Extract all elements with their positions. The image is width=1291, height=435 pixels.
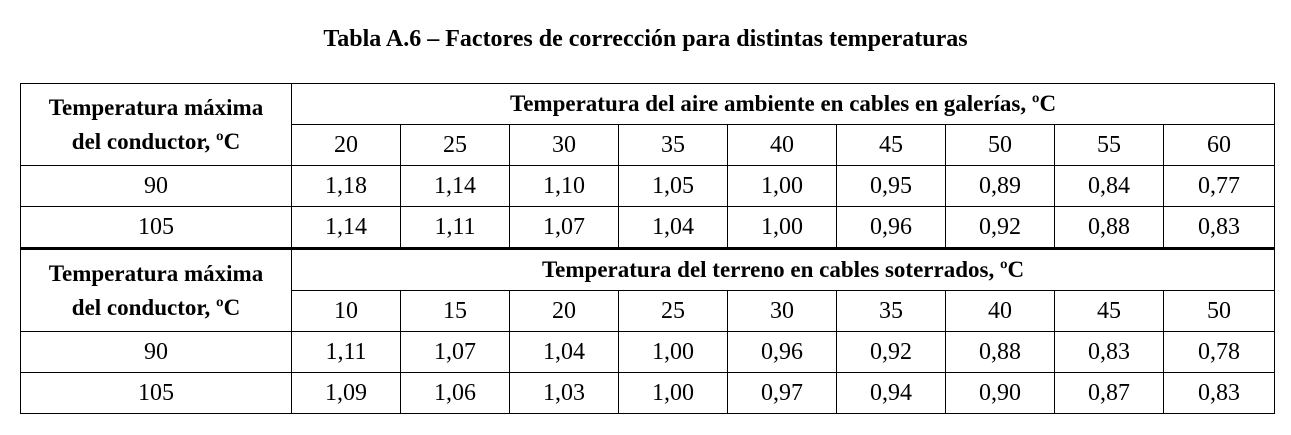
conductor-temp-cell: 90 [20,165,292,207]
temperature-header-cell: 35 [618,124,728,166]
factor-cell: 1,14 [400,165,510,207]
factor-cell: 0,83 [1162,372,1276,414]
factor-cell: 1,04 [509,331,619,373]
factor-cell: 0,83 [1054,331,1164,373]
conductor-temp-header-line2: del conductor, ºC [71,294,241,320]
temperature-header-cell: 30 [509,124,619,166]
temperature-header-cell: 45 [836,124,946,166]
air-temperature-group-header: Temperatura del aire ambiente en cables … [290,83,1276,125]
factor-cell: 0,88 [1054,206,1164,249]
factor-cell: 0,97 [727,372,837,414]
factor-cell: 1,05 [618,165,728,207]
conductor-temp-header-line1: Temperatura máxima [48,94,264,120]
temperature-header-cell: 55 [1054,124,1164,166]
temperature-header-cell: 20 [291,124,401,166]
factor-cell: 1,00 [618,331,728,373]
factor-cell: 1,04 [618,206,728,249]
factor-cell: 1,00 [727,206,837,249]
temperature-header-cell: 25 [618,290,728,332]
table-row: 105 1,09 1,06 1,03 1,00 0,97 0,94 0,90 0… [20,372,1276,414]
table-title: Tabla A.6 – Factores de corrección para … [323,26,968,52]
temperature-header-cell: 50 [945,124,1055,166]
factor-cell: 1,09 [291,372,401,414]
factor-cell: 1,14 [291,206,401,249]
conductor-temp-cell: 105 [20,372,292,414]
factor-cell: 1,07 [400,331,510,373]
section-buried-cables: Temperatura máxima del conductor, ºC Tem… [20,247,1276,414]
factor-cell: 1,03 [509,372,619,414]
group-header-row: Temperatura máxima del conductor, ºC Tem… [20,247,1276,332]
temperature-header-cell: 15 [400,290,510,332]
group-header-row: Temperatura máxima del conductor, ºC Tem… [20,83,1276,166]
temperature-header-cell: 10 [291,290,401,332]
factor-cell: 1,06 [400,372,510,414]
temperature-header-cell: 50 [1162,290,1276,332]
factor-cell: 0,92 [836,331,946,373]
table-row: 90 1,11 1,07 1,04 1,00 0,96 0,92 0,88 0,… [20,331,1276,373]
ground-temperature-group-header: Temperatura del terreno en cables soterr… [290,247,1276,291]
factor-cell: 1,11 [400,206,510,249]
temperature-header-row: 10 15 20 25 30 35 40 45 50 [21,290,1276,332]
factor-cell: 0,88 [945,331,1055,373]
correction-factors-table: Temperatura máxima del conductor, ºC Tem… [20,83,1276,414]
temperature-header-cell: 40 [727,124,837,166]
factor-cell: 0,89 [945,165,1055,207]
factor-cell: 1,18 [291,165,401,207]
table-row: 90 1,18 1,14 1,10 1,05 1,00 0,95 0,89 0,… [20,165,1276,207]
temperature-header-cell: 40 [945,290,1055,332]
factor-cell: 0,84 [1054,165,1164,207]
conductor-temp-cell: 90 [20,331,292,373]
factor-cell: 0,95 [836,165,946,207]
factor-cell: 0,78 [1162,331,1276,373]
conductor-temp-header: Temperatura máxima del conductor, ºC [20,83,292,166]
conductor-temp-header: Temperatura máxima del conductor, ºC [20,247,292,332]
factor-cell: 1,00 [727,165,837,207]
factor-cell: 1,00 [618,372,728,414]
section-air-galleries: Temperatura máxima del conductor, ºC Tem… [20,83,1276,249]
conductor-temp-cell: 105 [20,206,292,249]
factor-cell: 0,96 [727,331,837,373]
factor-cell: 0,83 [1162,206,1276,249]
temperature-header-cell: 60 [1162,124,1276,166]
factor-cell: 1,11 [291,331,401,373]
temperature-header-cell: 45 [1054,290,1164,332]
factor-cell: 0,94 [836,372,946,414]
table-row: 105 1,14 1,11 1,07 1,04 1,00 0,96 0,92 0… [20,206,1276,249]
factor-cell: 1,10 [509,165,619,207]
conductor-temp-header-line1: Temperatura máxima [48,260,264,286]
factor-cell: 0,96 [836,206,946,249]
temperature-header-cell: 25 [400,124,510,166]
factor-cell: 0,87 [1054,372,1164,414]
factor-cell: 0,92 [945,206,1055,249]
factor-cell: 1,07 [509,206,619,249]
conductor-temp-header-line2: del conductor, ºC [71,128,241,154]
temperature-header-cell: 20 [509,290,619,332]
temperature-header-cell: 35 [836,290,946,332]
factor-cell: 0,77 [1162,165,1276,207]
temperature-header-cell: 30 [727,290,837,332]
factor-cell: 0,90 [945,372,1055,414]
